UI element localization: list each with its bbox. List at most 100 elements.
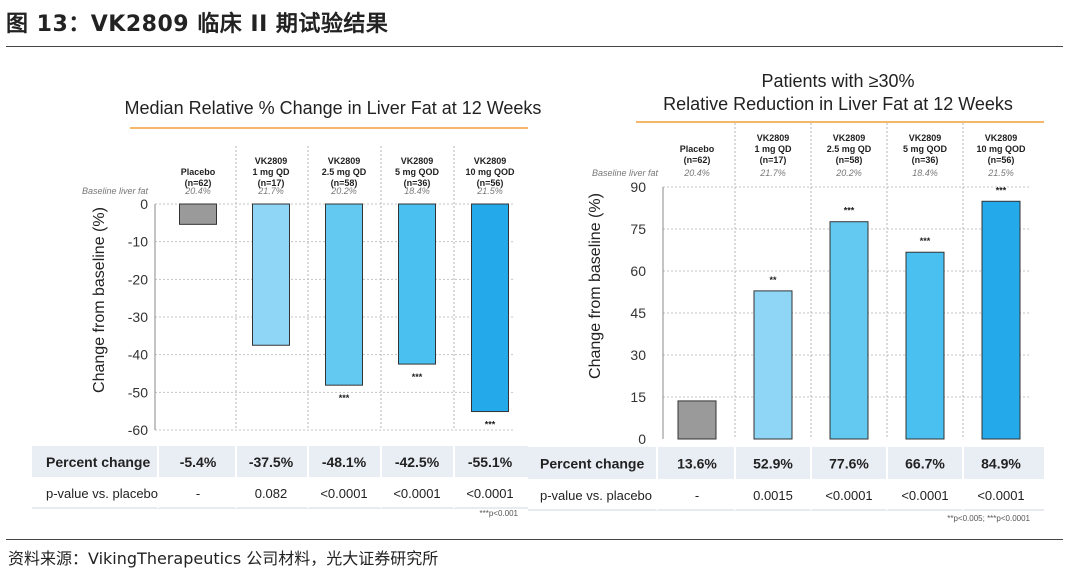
source-note: 资料来源：VikingTherapeutics 公司材料，光大证券研究所 [8,549,439,568]
chart1-table-cell: -42.5% [395,454,440,470]
chart1-category-label-line: VK2809 [255,156,288,166]
chart2-y-tick-label: 30 [630,347,646,363]
chart2-category-label-line: (n=56) [988,155,1015,165]
chart2-table-cell: 13.6% [677,456,717,472]
chart1-baseline-value: 20.2% [330,186,357,196]
chart2-table-cell: 52.9% [753,456,793,472]
chart1-significance-marker: *** [339,393,350,403]
chart2-category-label-line: 10 mg QOD [976,144,1026,154]
chart2-baseline-value: 18.4% [912,168,938,178]
chart2-table-cell: <0.0001 [825,488,872,503]
chart2-table-cell: - [695,488,699,503]
chart1-y-tick-label: -40 [128,347,148,363]
chart2-baseline-value: 21.7% [759,168,786,178]
chart2-table-cell: 77.6% [829,456,869,472]
chart1-bar [252,203,290,346]
chart2-significance-marker: *** [996,185,1007,195]
chart2-category-label-line: VK2809 [985,133,1018,143]
chart1-bar [398,203,436,365]
chart2-category-label-line: VK2809 [833,133,866,143]
chart2-y-tick-label: 0 [638,431,646,447]
chart1-table-cell: -55.1% [468,454,513,470]
chart1-category-label-line: VK2809 [401,156,434,166]
chart2-category-label-line: (n=58) [836,155,863,165]
source-rule [6,539,1063,540]
chart1-baseline-value: 18.4% [404,186,430,196]
chart2-baseline-liver-fat-label: Baseline liver fat [592,168,659,178]
chart2-significance-marker: *** [844,206,855,216]
chart1-category-label-line: 1 mg QD [252,167,290,177]
chart2-y-tick-label: 45 [630,305,646,321]
chart1-category-label-line: 10 mg QOD [465,167,515,177]
chart2-category-label-line: 5 mg QOD [903,144,948,154]
chart1-bar [179,203,217,225]
chart2-table-row-label: p-value vs. placebo [540,488,652,503]
chart1-category-label-line: (n=56) [477,178,504,188]
chart1-category-label-line: Placebo [181,167,216,177]
chart1-significance-marker: *** [412,372,423,382]
chart2-table-cell: <0.0001 [901,488,948,503]
chart1-title: Median Relative % Change in Liver Fat at… [125,98,542,118]
chart2-y-tick-label: 90 [630,179,646,195]
page-title: 图 13：VK2809 临床 II 期试验结果 [6,12,389,37]
chart1-category-label-line: (n=36) [404,178,431,188]
chart2-table-cell: 84.9% [981,456,1021,472]
chart1-y-tick-label: -30 [128,309,148,325]
chart1-baseline-liver-fat-label: Baseline liver fat [82,186,149,196]
chart2-significance-marker: *** [920,236,931,246]
chart2-category-label-line: Placebo [680,144,715,154]
chart1-category-label-line: (n=62) [185,178,212,188]
chart2-significance-marker: ** [769,275,777,285]
chart2-table-cell: 0.0015 [753,488,793,503]
chart1-table-row-label: p-value vs. placebo [46,486,158,501]
chart1-y-tick-label: -10 [128,234,148,250]
chart2-category-label-line: 2.5 mg QD [827,144,872,154]
chart1-table-cell: <0.0001 [466,486,513,501]
chart2-title-line2: Relative Reduction in Liver Fat at 12 We… [663,94,1013,114]
chart1-footnote: ***p<0.001 [480,509,519,518]
chart1-table-cell: -48.1% [322,454,367,470]
chart1-category-label-line: (n=17) [258,178,285,188]
chart2-y-tick-label: 15 [630,389,646,405]
chart1-significance-marker: *** [485,420,496,430]
chart1-table-cell: <0.0001 [320,486,367,501]
chart1-y-tick-label: -60 [128,422,148,438]
chart2-table-row-background [528,447,1044,480]
chart1-table-row-label: Percent change [46,454,150,470]
chart1-y-tick-label: -20 [128,271,148,287]
chart2-title-line1: Patients with ≥30% [762,71,915,91]
chart2-bar [829,221,869,440]
chart2-baseline-value: 20.4% [683,168,710,178]
chart2-category-label-line: (n=36) [912,155,939,165]
chart2-y-axis-label: Change from baseline (%) [587,193,604,379]
chart1-baseline-value: 20.4% [184,186,211,196]
chart1-bar [325,203,363,386]
chart1-table-cell: 0.082 [255,486,288,501]
chart1-category-label-line: (n=58) [331,178,358,188]
chart2-bar [753,290,793,440]
chart2-category-label-line: (n=17) [760,155,787,165]
chart2-y-tick-label: 60 [630,263,646,279]
chart2-category-label-line: 1 mg QD [754,144,792,154]
chart1-baseline-value: 21.5% [476,186,503,196]
chart2-table-cell: 66.7% [905,456,945,472]
chart2-bar [905,251,945,440]
chart2-baseline-value: 21.5% [987,168,1014,178]
chart2-y-tick-label: 75 [630,221,646,237]
chart1-table-cell: - [196,486,200,501]
chart2-bar [981,200,1021,440]
chart2-table-cell: <0.0001 [977,488,1024,503]
chart2-category-label-line: VK2809 [909,133,942,143]
chart1-category-label-line: VK2809 [328,156,361,166]
chart2-baseline-value: 20.2% [835,168,862,178]
title-rule [6,46,1063,47]
chart2-table-row-label: Percent change [540,456,644,472]
chart1-table-row-background [32,446,528,478]
chart1-table-cell: -5.4% [180,454,217,470]
chart1-baseline-value: 21.7% [257,186,284,196]
chart1-table-cell: -37.5% [249,454,294,470]
chart1-bar [471,203,509,413]
chart1-y-axis-label: Change from baseline (%) [91,207,108,393]
chart1-category-label-line: 2.5 mg QD [322,167,367,177]
